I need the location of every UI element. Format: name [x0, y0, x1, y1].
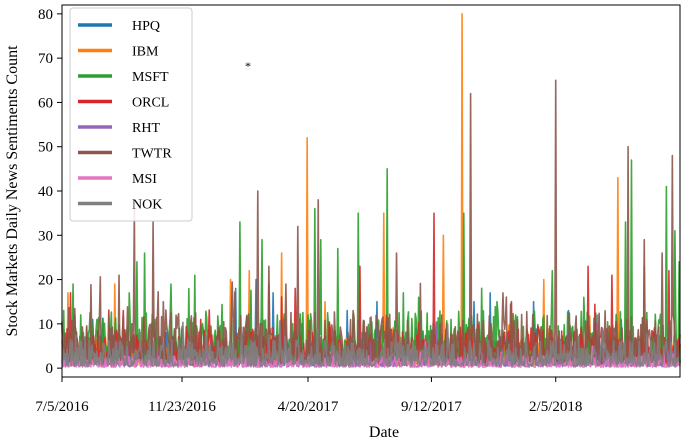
y-tick-label: 30: [38, 228, 53, 244]
legend-label-msft: MSFT: [132, 70, 169, 85]
legend-label-hpq: HPQ: [132, 19, 160, 34]
legend: HPQ IBM MSFT ORCL RHT TWTR MSI NOK: [69, 7, 193, 222]
x-axis-label: Date: [369, 424, 399, 441]
x-tick-label: 7/5/2016: [35, 399, 89, 415]
y-tick-label: 50: [38, 140, 53, 156]
legend-label-twtr: TWTR: [132, 147, 172, 162]
x-tick-label: 4/20/2017: [278, 399, 339, 415]
legend-label-orcl: ORCL: [132, 96, 169, 111]
legend-label-msi: MSI: [132, 172, 157, 187]
annotation-marker: *: [245, 59, 251, 73]
y-axis-label: Stock Markets Daily News Sentiments Coun…: [4, 45, 21, 337]
y-axis-ticks: 0 10 20 30 40 50 60 70 80: [38, 7, 62, 377]
series-line-nok: [61, 320, 681, 367]
x-tick-label: 11/23/2016: [148, 399, 216, 415]
x-tick-label: 2/5/2018: [529, 399, 582, 415]
y-tick-label: 70: [38, 51, 53, 67]
legend-label-ibm: IBM: [132, 45, 159, 60]
y-tick-label: 0: [46, 361, 54, 377]
legend-label-rht: RHT: [132, 121, 160, 136]
y-tick-label: 20: [38, 273, 53, 289]
x-axis-ticks: 7/5/2016 11/23/2016 4/20/2017 9/12/2017 2/5/…: [35, 377, 582, 415]
legend-box: [69, 7, 193, 222]
legend-label-nok: NOK: [132, 198, 162, 213]
y-tick-label: 40: [38, 184, 53, 200]
x-tick-label: 9/12/2017: [401, 399, 462, 415]
y-tick-label: 10: [38, 317, 53, 333]
y-tick-label: 60: [38, 95, 53, 111]
y-tick-label: 80: [38, 7, 53, 23]
data-layer: [61, 13, 681, 368]
